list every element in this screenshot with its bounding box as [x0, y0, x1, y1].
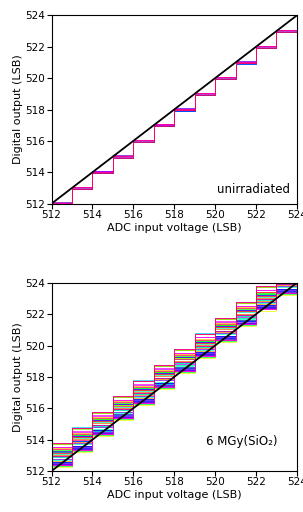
- Text: unirradiated: unirradiated: [217, 183, 290, 196]
- X-axis label: ADC input voltage (LSB): ADC input voltage (LSB): [107, 490, 241, 500]
- Text: 6 MGy(SiO₂): 6 MGy(SiO₂): [206, 435, 278, 449]
- Y-axis label: Digital output (LSB): Digital output (LSB): [13, 55, 23, 164]
- Y-axis label: Digital output (LSB): Digital output (LSB): [13, 322, 23, 432]
- X-axis label: ADC input voltage (LSB): ADC input voltage (LSB): [107, 223, 241, 232]
